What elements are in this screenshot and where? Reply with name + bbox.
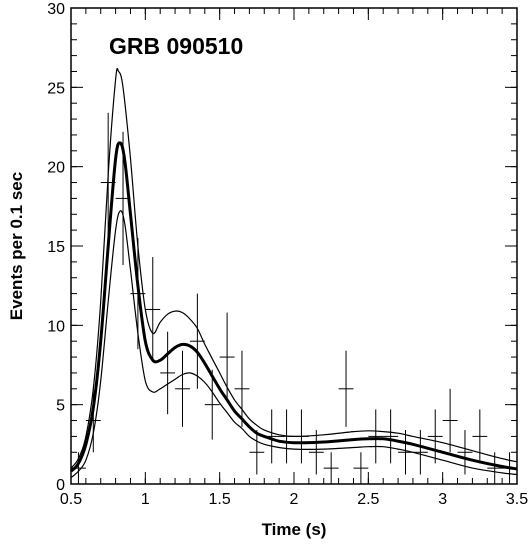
data-point bbox=[487, 452, 503, 484]
data-point bbox=[338, 350, 354, 427]
data-point bbox=[204, 369, 220, 440]
data-point bbox=[219, 312, 235, 402]
data-point bbox=[249, 430, 265, 475]
data-point bbox=[145, 257, 161, 362]
x-tick-labels: 0.5 1 1.5 2 2.5 3 3.5 bbox=[60, 491, 528, 508]
x-axis-title: Time (s) bbox=[262, 520, 327, 539]
data-point bbox=[294, 409, 309, 464]
axis-ticks bbox=[70, 7, 518, 485]
y-tick-label: 30 bbox=[47, 1, 65, 18]
y-tick-label: 20 bbox=[47, 160, 65, 177]
data-point bbox=[308, 430, 324, 475]
y-tick-label: 5 bbox=[56, 398, 65, 415]
y-tick-label: 15 bbox=[47, 239, 65, 256]
data-points bbox=[71, 112, 517, 484]
data-point bbox=[279, 409, 294, 464]
chart-title: GRB 090510 bbox=[109, 33, 243, 59]
x-tick-label: 3.5 bbox=[506, 491, 528, 508]
data-point bbox=[175, 350, 190, 427]
data-point bbox=[457, 430, 473, 475]
x-tick-label: 2.5 bbox=[357, 491, 379, 508]
confidence-band-lines bbox=[70, 67, 518, 479]
y-axis-title: Events per 0.1 sec bbox=[7, 172, 26, 320]
y-tick-label: 25 bbox=[47, 80, 65, 97]
fit-curve bbox=[69, 141, 518, 473]
y-tick-label: 10 bbox=[47, 318, 65, 335]
data-point bbox=[412, 430, 428, 475]
y-tick-label: 0 bbox=[56, 477, 65, 494]
x-tick-label: 1 bbox=[141, 491, 150, 508]
x-tick-label: 3 bbox=[438, 491, 447, 508]
x-tick-label: 1.5 bbox=[209, 491, 231, 508]
data-point bbox=[368, 409, 384, 464]
data-point bbox=[398, 430, 413, 475]
y-tick-labels: 0 5 10 15 20 25 30 bbox=[47, 1, 65, 494]
x-tick-label: 2 bbox=[290, 491, 299, 508]
upper-band-line bbox=[70, 67, 518, 469]
data-point bbox=[234, 350, 250, 427]
data-point bbox=[427, 409, 443, 464]
x-tick-label: 0.5 bbox=[60, 491, 82, 508]
data-point bbox=[383, 409, 399, 464]
lower-band-line bbox=[70, 210, 518, 479]
data-point bbox=[472, 409, 488, 464]
data-point bbox=[189, 293, 205, 389]
data-point bbox=[323, 452, 339, 484]
data-point bbox=[442, 388, 458, 453]
data-point bbox=[160, 331, 176, 415]
data-point bbox=[353, 452, 369, 484]
